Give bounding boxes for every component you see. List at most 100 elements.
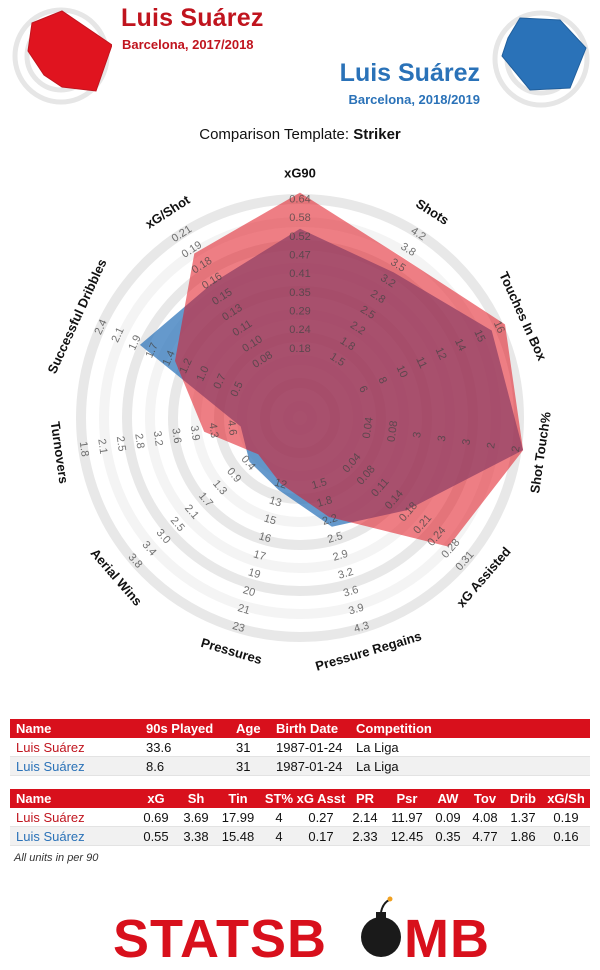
stats-header-pr: PR bbox=[346, 789, 384, 808]
tick-label: 12 bbox=[433, 346, 449, 362]
tick-label: 3.2 bbox=[151, 430, 165, 447]
tick-label: 23 bbox=[231, 620, 246, 635]
cell: 0.09 bbox=[430, 808, 466, 827]
tick-label: 2.8 bbox=[132, 433, 146, 450]
stats-header-st: ST% bbox=[262, 789, 296, 808]
player2-name: Luis Suárez bbox=[339, 59, 480, 87]
tick-label: 1.9 bbox=[126, 333, 143, 352]
tick-label: 11 bbox=[413, 355, 429, 370]
statsbomb-logo: STATSB MB bbox=[113, 896, 489, 965]
tick-label: 2.5 bbox=[114, 435, 128, 452]
tick-label: 2.2 bbox=[321, 512, 339, 528]
tick-label: 17 bbox=[252, 548, 267, 563]
stats-table: Name xG Sh Tin ST% xG Asst PR Psr AW Tov… bbox=[10, 789, 590, 846]
tick-label: 15 bbox=[471, 328, 487, 344]
player2-team-season: Barcelona, 2018/2019 bbox=[348, 92, 480, 107]
stats-header-xgasst: xG Asst bbox=[296, 789, 346, 808]
stats-header-name: Name bbox=[10, 789, 134, 808]
tick-label: 8 bbox=[376, 375, 389, 386]
tick-label: 14 bbox=[452, 337, 468, 353]
template-name: Striker bbox=[353, 126, 401, 143]
tick-label: 16 bbox=[491, 319, 507, 335]
tick-label: 16 bbox=[257, 530, 272, 545]
tick-label: 0.08 bbox=[385, 420, 400, 443]
tick-label: 0.7 bbox=[211, 372, 228, 391]
series-2017-2018-area bbox=[175, 192, 524, 547]
tick-label: 10 bbox=[394, 363, 410, 379]
tick-label: 12 bbox=[273, 477, 288, 492]
cell: 4 bbox=[262, 826, 296, 846]
cell: 0.17 bbox=[296, 826, 346, 846]
tick-label: 4.3 bbox=[353, 620, 371, 636]
tick-label: 1.2 bbox=[177, 357, 194, 376]
tick-label: 3.9 bbox=[347, 602, 365, 618]
stats-header-tov: Tov bbox=[466, 789, 504, 808]
comparison-template: Comparison Template: Striker bbox=[0, 126, 600, 143]
tick-label: 3 bbox=[436, 435, 449, 443]
stats-header-xgsh: xG/Sh bbox=[542, 789, 590, 808]
tick-label: 2 bbox=[510, 445, 523, 453]
cell: 1987-01-24 bbox=[270, 738, 350, 757]
axis-label: Turnovers bbox=[48, 420, 72, 484]
cell: La Liga bbox=[350, 738, 590, 757]
tick-label: 2 bbox=[485, 442, 498, 450]
bomb-icon bbox=[361, 917, 401, 957]
tick-label: 3.6 bbox=[342, 584, 360, 600]
tick-label: 2.5 bbox=[326, 530, 344, 546]
cell: 31 bbox=[230, 756, 270, 776]
tick-label: 2.1 bbox=[109, 326, 126, 345]
cell: 17.99 bbox=[214, 808, 262, 827]
axis-label: Shots bbox=[413, 196, 452, 228]
info-header-name: Name bbox=[10, 719, 140, 738]
cell: 4 bbox=[262, 808, 296, 827]
tick-label: 3.9 bbox=[188, 425, 202, 442]
stats-header-psr: Psr bbox=[384, 789, 430, 808]
logo-text-left: STATSB bbox=[113, 909, 327, 965]
tick-label: 20 bbox=[241, 584, 256, 599]
player-name-cell: Luis Suárez bbox=[10, 756, 140, 776]
tick-label: 0.24 bbox=[289, 324, 310, 336]
stats-header-tin: Tin bbox=[214, 789, 262, 808]
cell: 2.33 bbox=[346, 826, 384, 846]
player1-team-season: Barcelona, 2017/2018 bbox=[122, 37, 254, 52]
tick-label: 1.4 bbox=[160, 349, 177, 368]
player2-mini-radar bbox=[492, 10, 590, 108]
info-header-90s: 90s Played bbox=[140, 719, 230, 738]
tick-label: 0.29 bbox=[289, 306, 310, 318]
table-row: Luis Suárez 0.55 3.38 15.48 4 0.17 2.33 … bbox=[10, 826, 590, 846]
info-table: Name 90s Played Age Birth Date Competiti… bbox=[10, 719, 590, 776]
table-row: Luis Suárez 33.6 31 1987-01-24 La Liga bbox=[10, 738, 590, 757]
cell: 0.19 bbox=[542, 808, 590, 827]
tick-label: 13 bbox=[268, 495, 283, 510]
tick-label: 1.8 bbox=[77, 441, 91, 458]
tick-label: 1.7 bbox=[143, 341, 160, 360]
units-footnote: All units in per 90 bbox=[14, 852, 99, 864]
axis-label: xG90 bbox=[284, 165, 316, 180]
tick-label: 6 bbox=[356, 384, 369, 395]
player-name-cell: Luis Suárez bbox=[10, 808, 134, 827]
cell: 0.55 bbox=[134, 826, 178, 846]
tick-label: 1.8 bbox=[316, 494, 334, 510]
axis-label: Successful Dribbles bbox=[44, 257, 109, 376]
axis-label: Shot Touch% bbox=[527, 410, 554, 494]
tick-label: 0.41 bbox=[289, 268, 310, 280]
tick-label: 4.6 bbox=[225, 419, 239, 436]
tick-label: 19 bbox=[247, 566, 262, 581]
player-name-cell: Luis Suárez bbox=[10, 738, 140, 757]
axis-label: Pressures bbox=[199, 635, 264, 667]
table-row: Luis Suárez 8.6 31 1987-01-24 La Liga bbox=[10, 756, 590, 776]
player1-name: Luis Suárez bbox=[121, 4, 264, 32]
tick-label: 2.1 bbox=[95, 438, 109, 455]
tick-label: 0.52 bbox=[289, 231, 310, 243]
tick-label: 1.5 bbox=[310, 476, 328, 492]
tick-label: 1.0 bbox=[194, 364, 211, 383]
info-header-birth: Birth Date bbox=[270, 719, 350, 738]
cell: 4.08 bbox=[466, 808, 504, 827]
tick-label: 0.58 bbox=[289, 212, 310, 224]
cell: 31 bbox=[230, 738, 270, 757]
player-name-cell: Luis Suárez bbox=[10, 826, 134, 846]
cell: 1.86 bbox=[504, 826, 542, 846]
tick-label: 3.2 bbox=[337, 566, 355, 582]
stats-header-xg: xG bbox=[134, 789, 178, 808]
table-row: Luis Suárez 0.69 3.69 17.99 4 0.27 2.14 … bbox=[10, 808, 590, 827]
